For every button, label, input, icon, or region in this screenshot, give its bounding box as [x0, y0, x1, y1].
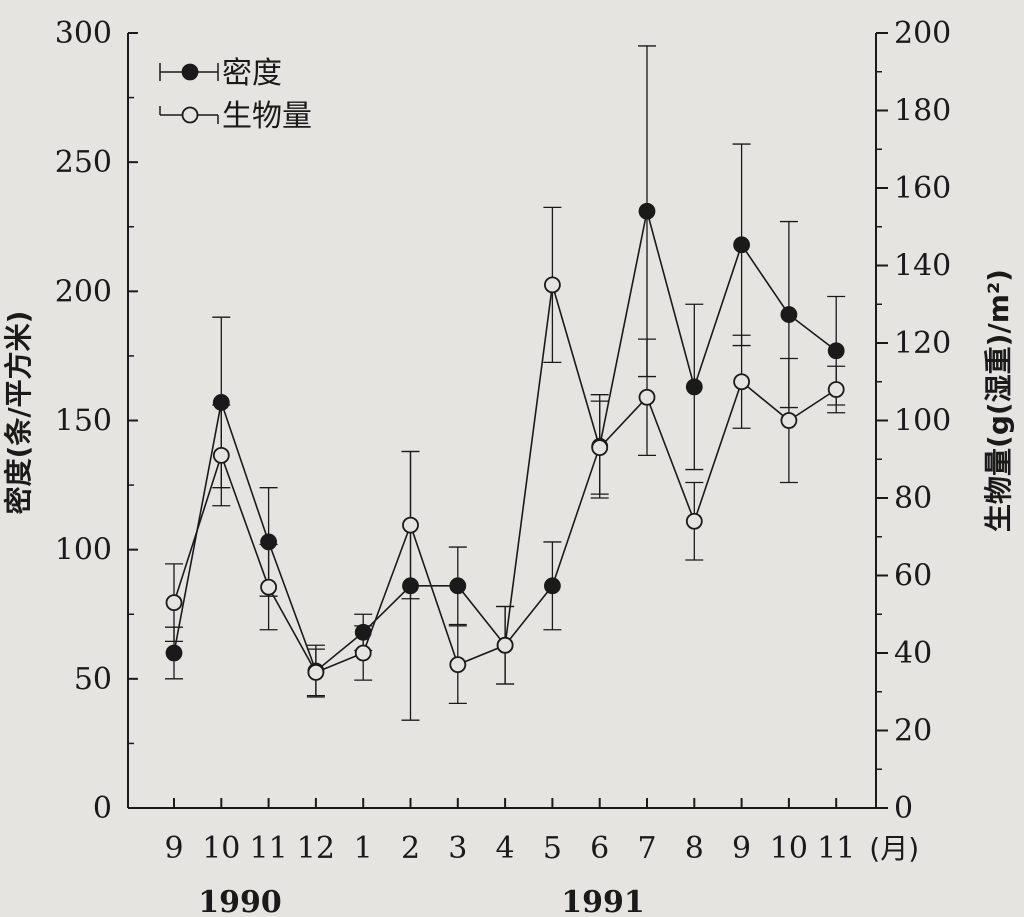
density-point [733, 236, 750, 254]
left-tick-label: 150 [55, 404, 112, 439]
biomass-point [685, 512, 703, 530]
x-tick-label: 1 [354, 831, 373, 866]
biomass-point [402, 516, 419, 534]
x-unit-label: (月) [869, 832, 919, 865]
x-tick-label: 10 [770, 831, 808, 866]
biomass-point [496, 636, 514, 654]
x-tick-label: 9 [732, 831, 751, 866]
x-tick-label: 12 [297, 831, 335, 866]
density-point [449, 577, 467, 595]
density-point [402, 577, 419, 595]
legend-density-marker [181, 63, 199, 81]
left-tick-label: 100 [55, 533, 112, 568]
right-tick-label: 100 [894, 404, 951, 439]
series-lines-layer [173, 211, 837, 674]
density-point [685, 378, 703, 396]
year-label: 1991 [561, 885, 645, 917]
right-tick-label: 80 [894, 481, 932, 516]
right-tick-label: 180 [894, 94, 951, 129]
x-tick-label: 9 [164, 831, 183, 866]
biomass-point [449, 656, 467, 674]
biomass-point [780, 412, 798, 429]
left-tick-label: 200 [55, 274, 112, 309]
density-point [827, 342, 845, 360]
right-tick-label: 20 [894, 714, 932, 749]
left-tick-label: 250 [55, 145, 112, 180]
right-tick-label: 0 [894, 791, 913, 826]
density-point [212, 394, 230, 411]
density-point [544, 577, 561, 595]
biomass-point [827, 381, 845, 398]
x-tick-label: 8 [685, 831, 704, 866]
left-tick-label: 50 [74, 662, 112, 697]
biomass-point [212, 446, 230, 464]
year-label: 1990 [198, 885, 282, 917]
right-tick-label: 140 [894, 249, 951, 284]
legend-label: 密度 [222, 56, 282, 91]
series-line-1 [173, 211, 837, 673]
biomass-point [638, 388, 656, 406]
density-point [780, 306, 798, 323]
density-point [638, 202, 656, 220]
legend-label: 生物量 [222, 99, 312, 134]
x-tick-label: 7 [637, 831, 656, 866]
right-tick-label: 160 [894, 171, 951, 206]
biomass-point [165, 594, 183, 612]
density-point [354, 623, 372, 641]
biomass-point [260, 578, 278, 596]
biomass-point [591, 439, 609, 457]
density-point [260, 533, 278, 551]
biomass-point [544, 276, 561, 294]
right-axis-title: 生物量(g(湿重)/m²) [982, 269, 1015, 532]
left-tick-label: 300 [55, 16, 112, 51]
x-tick-label: 5 [543, 831, 562, 866]
axes-layer: 0 50 100 150 200 250 300 0 20 40 60 80 100 120 140 160 1… [2, 16, 1015, 917]
x-tick-label: 11 [817, 831, 855, 866]
x-tick-label: 4 [496, 831, 515, 866]
legend-biomass-marker [181, 106, 199, 124]
x-tick-label: 11 [250, 831, 288, 866]
biomass-point [354, 644, 372, 662]
right-tick-label: 120 [894, 326, 951, 361]
density-point [165, 644, 183, 662]
right-tick-label: 200 [894, 16, 951, 51]
left-axis-title: 密度(条/平方米) [2, 311, 35, 515]
biomass-point [307, 663, 325, 681]
biomass-point [733, 373, 750, 391]
x-tick-label: 3 [448, 831, 467, 866]
x-tick-label: 2 [401, 831, 420, 866]
right-tick-label: 40 [894, 636, 932, 671]
left-tick-label: 0 [93, 791, 112, 826]
x-tick-label: 10 [202, 831, 240, 866]
points-layer [165, 202, 845, 681]
x-tick-label: 6 [590, 831, 609, 866]
right-tick-label: 60 [894, 559, 932, 594]
